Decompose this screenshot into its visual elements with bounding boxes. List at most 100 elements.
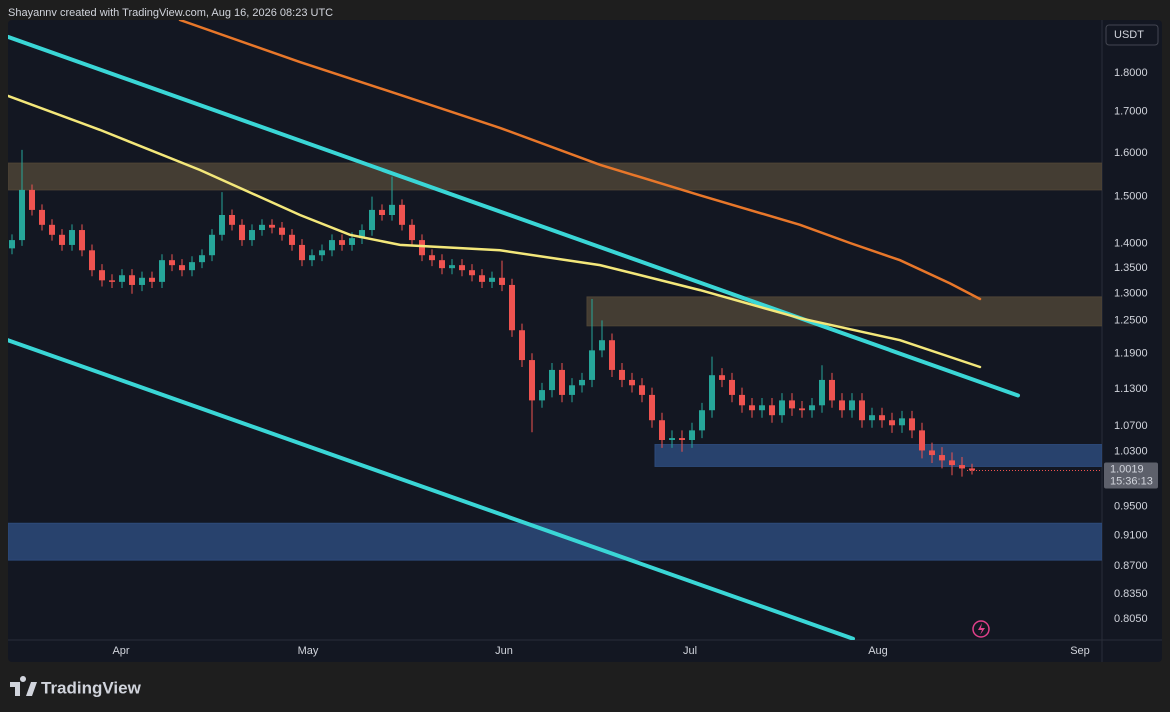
- candle-body: [29, 189, 35, 210]
- candle-body: [529, 360, 535, 401]
- candle-body: [309, 255, 315, 261]
- y-tick-label: 0.8050: [1114, 613, 1148, 625]
- candle-body: [239, 224, 245, 241]
- candle-body: [429, 255, 435, 261]
- candle-body: [139, 277, 145, 285]
- zone: [8, 162, 1102, 191]
- candle-body: [419, 240, 425, 256]
- y-tick-label: 1.2500: [1114, 314, 1148, 326]
- zone: [654, 444, 1102, 467]
- candle-body: [369, 209, 375, 231]
- candle-body: [269, 224, 275, 228]
- candle-body: [279, 227, 285, 235]
- y-tick-label: 0.9100: [1114, 530, 1148, 542]
- candle-body: [119, 275, 125, 282]
- candle-body: [99, 270, 105, 281]
- candle-body: [829, 379, 835, 401]
- alert-icon: [972, 620, 990, 638]
- candle-body: [199, 255, 205, 263]
- candle-body: [709, 375, 715, 411]
- candle-body: [289, 234, 295, 245]
- candle-body: [499, 277, 505, 285]
- candle-body: [679, 438, 685, 441]
- candle-body: [39, 209, 45, 225]
- candle-body: [459, 265, 465, 271]
- y-tick-label: 0.9500: [1114, 501, 1148, 513]
- candle-body: [69, 230, 75, 245]
- candle-body: [779, 400, 785, 416]
- pane: [8, 20, 1162, 662]
- y-tick-label: 1.0300: [1114, 446, 1148, 458]
- candle-body: [919, 430, 925, 451]
- candle-body: [969, 468, 975, 471]
- candle-body: [19, 189, 25, 241]
- candle-body: [949, 460, 955, 466]
- candle-body: [209, 234, 215, 256]
- candle-body: [719, 375, 725, 380]
- candle-body: [249, 230, 255, 241]
- candle-body: [809, 405, 815, 411]
- candle-body: [789, 400, 795, 409]
- zone: [586, 296, 1102, 327]
- candle-body: [649, 394, 655, 421]
- candle-body: [589, 350, 595, 380]
- candle-body: [729, 379, 735, 395]
- currency: USDT: [1114, 29, 1144, 41]
- candle-body: [439, 260, 445, 269]
- x-tick-label: Jun: [495, 645, 513, 657]
- candle-body: [739, 394, 745, 406]
- candle-body: [109, 280, 115, 282]
- candle-body: [869, 415, 875, 421]
- x-tick-label: Sep: [1070, 645, 1090, 657]
- last-price-box: [1104, 462, 1158, 489]
- candle-body: [49, 224, 55, 235]
- trend-line: [178, 20, 982, 301]
- candle-body: [619, 369, 625, 380]
- zone: [8, 522, 1102, 561]
- candle-body: [889, 420, 895, 426]
- alert-icon-bolt: [978, 623, 985, 635]
- candle-body: [349, 238, 355, 245]
- candle-body: [229, 214, 235, 225]
- candle-body: [509, 284, 515, 331]
- y-tick-label: 1.3500: [1114, 262, 1148, 274]
- candle-body: [389, 204, 395, 215]
- y-tick-label: 1.1300: [1114, 383, 1148, 395]
- candle-body: [59, 234, 65, 245]
- candle-body: [169, 260, 175, 266]
- candle-body: [409, 224, 415, 241]
- candle-body: [319, 250, 325, 256]
- y-tick-label: 0.8350: [1114, 588, 1148, 600]
- candle-body: [759, 405, 765, 411]
- candle-body: [379, 209, 385, 215]
- x-tick-label: May: [298, 645, 319, 657]
- y-tick-label: 1.5000: [1114, 191, 1148, 203]
- y-tick-label: 0.8700: [1114, 560, 1148, 572]
- candle-body: [179, 265, 185, 271]
- y-tick-label: 1.8000: [1114, 67, 1148, 79]
- candle-body: [449, 265, 455, 269]
- candle-body: [689, 430, 695, 441]
- candle-body: [629, 379, 635, 386]
- candle-body: [929, 450, 935, 456]
- attribution: Shayannv created with TradingView.com, A…: [8, 7, 333, 19]
- candle-body: [699, 410, 705, 431]
- candle-body: [469, 270, 475, 276]
- last-price: 1.0019: [1110, 463, 1144, 475]
- candle-body: [189, 262, 195, 271]
- candle-body: [569, 385, 575, 395]
- candle-body: [89, 250, 95, 271]
- candle-body: [359, 230, 365, 239]
- countdown: 15:36:13: [1110, 475, 1153, 487]
- currency-box: [1105, 24, 1159, 46]
- candle-body: [599, 340, 605, 351]
- x-tick-label: Aug: [868, 645, 888, 657]
- candle-body: [769, 405, 775, 416]
- candle-body: [399, 204, 405, 225]
- y-tick-label: 1.7000: [1114, 106, 1148, 118]
- y-tick-label: 1.4000: [1114, 237, 1148, 249]
- candle-body: [849, 400, 855, 411]
- candle-body: [539, 390, 545, 401]
- x-tick-label: Jul: [683, 645, 697, 657]
